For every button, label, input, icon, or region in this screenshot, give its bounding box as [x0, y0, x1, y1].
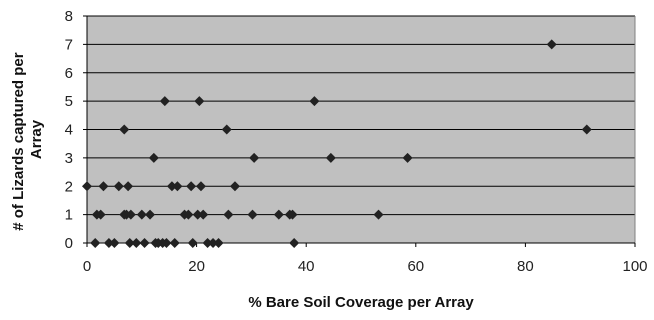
- data-point-34: [198, 209, 209, 220]
- data-point-47: [309, 96, 320, 107]
- data-point-38: [221, 124, 232, 135]
- data-point-25: [169, 238, 180, 248]
- data-point-49: [373, 209, 384, 220]
- y-tick-label-2: 2: [65, 178, 73, 195]
- data-point-1: [90, 238, 101, 248]
- data-point-40: [229, 181, 240, 192]
- x-tick-label-0: 0: [83, 258, 91, 275]
- data-point-51: [546, 39, 557, 50]
- data-point-5: [103, 238, 114, 248]
- y-tick-label-5: 5: [65, 93, 73, 110]
- data-point-13: [125, 209, 136, 220]
- x-tick-label-100: 100: [622, 258, 647, 275]
- data-point-31: [192, 209, 203, 220]
- data-point-46: [289, 238, 300, 248]
- data-point-35: [202, 238, 213, 248]
- data-point-12: [124, 238, 135, 248]
- data-point-42: [249, 152, 260, 163]
- data-point-16: [139, 238, 150, 248]
- data-point-0: [82, 181, 92, 192]
- data-point-22: [159, 96, 170, 107]
- data-point-45: [287, 209, 298, 220]
- data-point-30: [187, 238, 198, 248]
- y-tick-label-3: 3: [65, 150, 73, 167]
- y-tick-label-4: 4: [65, 122, 73, 139]
- data-point-48: [325, 152, 336, 163]
- data-point-8: [119, 124, 130, 135]
- y-axis-title: # of Lizards captured per Array: [10, 48, 45, 231]
- data-point-43: [273, 209, 284, 220]
- data-point-28: [183, 209, 194, 220]
- data-point-23: [161, 238, 172, 248]
- y-axis-title-line-2: Array: [28, 119, 45, 159]
- data-point-17: [145, 209, 156, 220]
- y-tick-label-7: 7: [65, 36, 73, 53]
- y-tick-label-8: 8: [65, 8, 73, 25]
- data-point-11: [123, 181, 134, 192]
- data-point-26: [172, 181, 183, 192]
- data-point-36: [208, 238, 219, 248]
- x-tick-label-20: 20: [188, 258, 205, 275]
- grid-lines: [87, 15, 636, 243]
- data-point-41: [247, 209, 258, 220]
- data-point-29: [186, 181, 197, 192]
- data-point-32: [194, 96, 205, 107]
- data-point-7: [113, 181, 124, 192]
- data-point-39: [223, 209, 234, 220]
- data-points: [82, 39, 592, 248]
- data-point-15: [136, 209, 147, 220]
- data-point-18: [148, 152, 159, 163]
- data-point-50: [402, 152, 413, 163]
- data-point-52: [581, 124, 592, 135]
- data-point-24: [166, 181, 177, 192]
- data-point-4: [98, 181, 109, 192]
- data-point-14: [131, 238, 142, 248]
- x-tick-label-40: 40: [298, 258, 315, 275]
- data-point-33: [195, 181, 206, 192]
- x-tick-label-80: 80: [517, 258, 534, 275]
- y-axis-title-line-1: # of Lizards captured per: [10, 52, 27, 231]
- x-tick-label-60: 60: [407, 258, 424, 275]
- data-point-3: [95, 209, 106, 220]
- y-tick-label-0: 0: [65, 235, 73, 252]
- data-point-37: [213, 238, 224, 248]
- y-tick-label-1: 1: [65, 207, 73, 224]
- x-axis-title: % Bare Soil Coverage per Array: [248, 294, 474, 311]
- data-point-6: [109, 238, 120, 248]
- y-tick-label-6: 6: [65, 65, 73, 82]
